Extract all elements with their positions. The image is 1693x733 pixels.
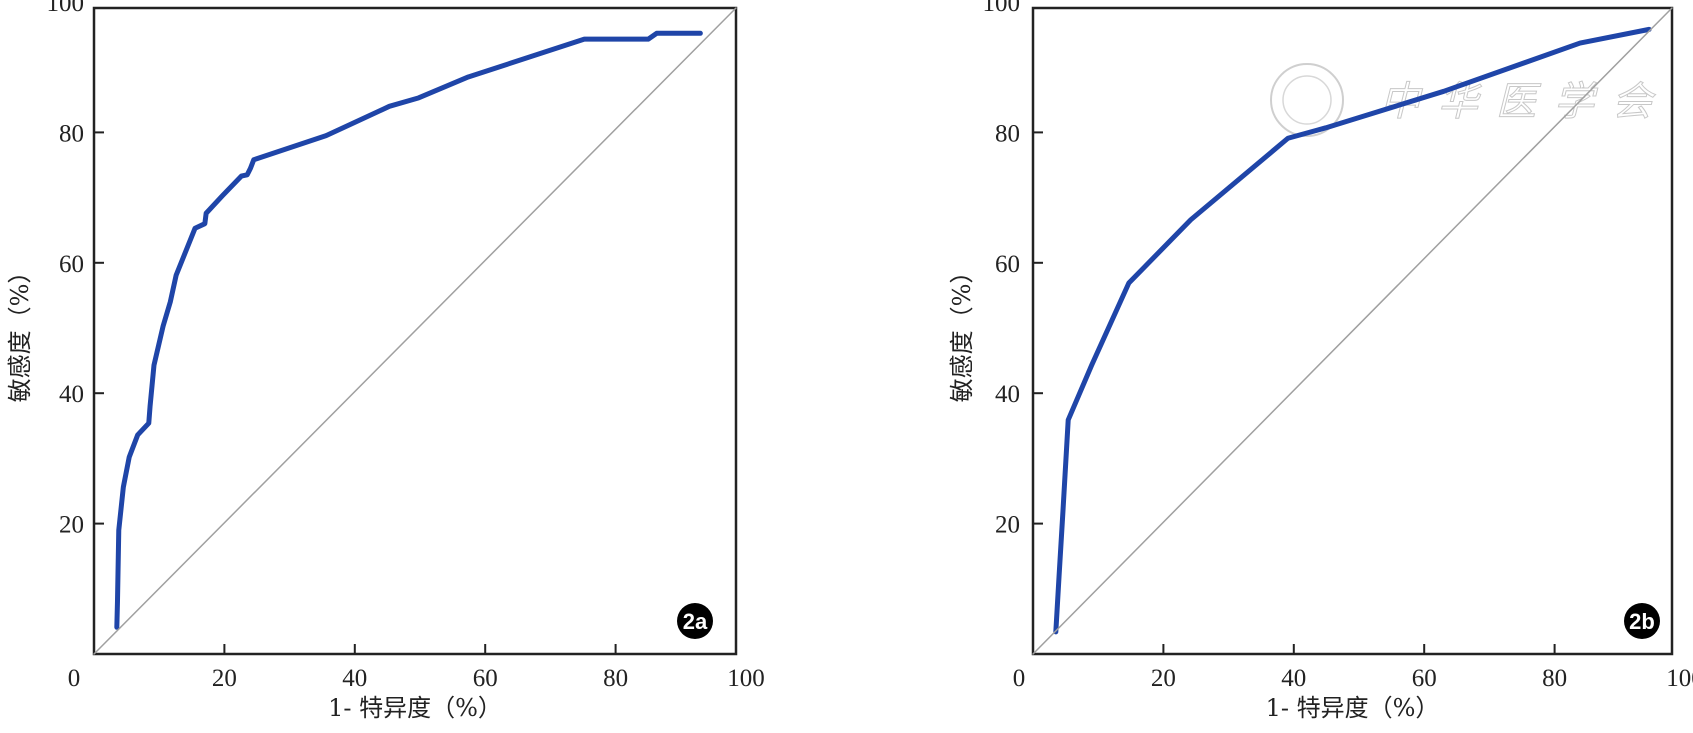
watermark-text: 中华医学会 — [1380, 79, 1670, 125]
x-axis-title: 1- 特异度（%） — [1266, 694, 1440, 722]
x-tick-label: 100 — [727, 665, 765, 692]
y-axis-title: 敏感度（%） — [948, 260, 976, 403]
y-tick-label: 80 — [59, 120, 84, 147]
y-tick-label: 100 — [983, 0, 1021, 17]
x-tick-label: 80 — [603, 665, 628, 692]
plot-frame — [92, 6, 738, 656]
panel-badge — [1624, 603, 1660, 639]
roc-curve-line — [114, 30, 703, 630]
x-tick-label: 60 — [473, 665, 498, 692]
panel-badge-label: 2a — [683, 609, 708, 634]
x-tick-label: 40 — [1281, 665, 1306, 692]
reference-diagonal-line — [93, 7, 737, 655]
y-tick-label: 40 — [995, 381, 1020, 408]
y-axis-title: 敏感度（%） — [6, 260, 34, 403]
watermark-seal-inner-icon — [1282, 75, 1332, 125]
chart-panel-2a: 20 40 60 80 100 20 40 60 80 100 0 1- 特异度（%） 敏感度（%） 2a — [6, 0, 765, 722]
y-tick-label: 80 — [995, 120, 1020, 147]
y-tick-label: 20 — [995, 512, 1020, 539]
x-axis-title: 1- 特异度（%） — [328, 694, 502, 722]
x-tick-label: 20 — [212, 665, 237, 692]
y-tick-label: 20 — [59, 512, 84, 539]
origin-label: 0 — [1013, 665, 1026, 692]
origin-label: 0 — [68, 665, 81, 692]
panel-badge-label: 2b — [1629, 609, 1655, 634]
roc-curve-line — [1053, 26, 1652, 635]
panel-badge — [677, 603, 713, 639]
x-tick-label: 40 — [342, 665, 367, 692]
y-tick-label: 60 — [995, 251, 1020, 278]
y-tick-label: 40 — [59, 381, 84, 408]
x-tick-label: 20 — [1151, 665, 1176, 692]
watermark-logo: 中华医学会 — [1270, 63, 1670, 137]
x-tick-label: 60 — [1412, 665, 1437, 692]
plot-frame — [1031, 6, 1674, 656]
y-tick-label: 100 — [47, 0, 85, 17]
reference-diagonal-line — [1032, 7, 1673, 655]
x-tick-label: 80 — [1542, 665, 1567, 692]
chart-panel-2b: 中华医学会 20 40 60 80 100 20 40 60 80 100 0 1- 特异度（%） 敏感度… — [948, 0, 1693, 722]
watermark-seal-icon — [1270, 63, 1344, 137]
y-tick-label: 60 — [59, 251, 84, 278]
x-tick-label: 100 — [1666, 665, 1693, 692]
